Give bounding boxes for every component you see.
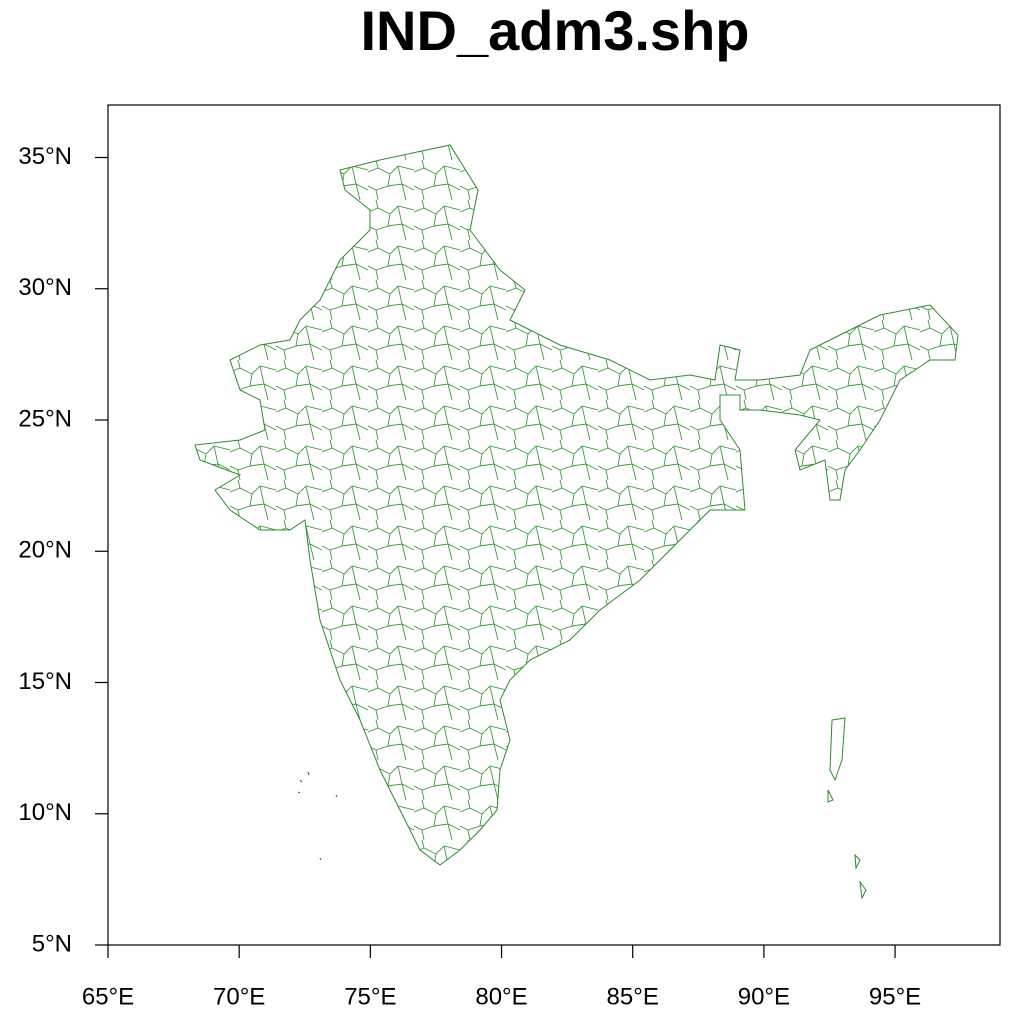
x-tick-label: 75°E [344,983,396,1010]
x-tick-label: 80°E [475,983,527,1010]
y-tick-label: 30°N [18,274,72,301]
y-tick-label: 5°N [32,930,72,957]
andaman-nicobar-islands [827,717,867,900]
x-tick-label: 70°E [213,983,265,1010]
x-tick-label: 90°E [738,983,790,1010]
lakshadweep-islands [297,771,338,861]
india-map [194,144,959,900]
y-tick-label: 35°N [18,143,72,170]
x-tick-label: 65°E [82,983,134,1010]
x-tick-label: 95°E [869,983,921,1010]
chart-title: IND_adm3.shp [361,0,750,62]
y-tick-label: 25°N [18,405,72,432]
y-tick-label: 10°N [18,799,72,826]
district-boundaries [195,145,958,865]
y-tick-label: 20°N [18,537,72,564]
plot-frame [107,104,1001,946]
x-tick-label: 85°E [607,983,659,1010]
y-tick-label: 15°N [18,668,72,695]
